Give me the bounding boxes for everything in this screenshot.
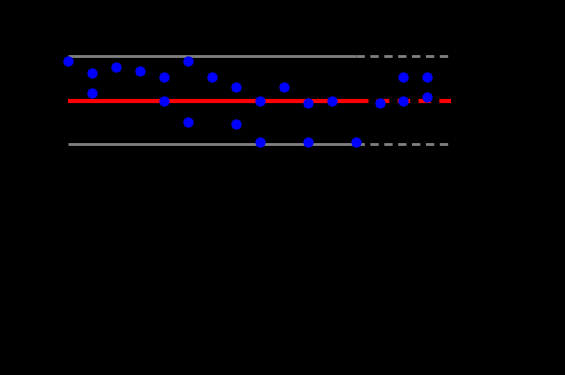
Point <box>423 74 432 80</box>
Point <box>399 98 408 104</box>
Point <box>160 98 169 104</box>
Point <box>88 90 97 96</box>
Point <box>160 74 169 80</box>
Point <box>64 57 73 63</box>
Point <box>399 74 408 80</box>
Point <box>255 139 264 145</box>
Point <box>136 68 145 74</box>
Point <box>279 84 288 90</box>
Point <box>303 100 312 106</box>
Point <box>351 139 360 145</box>
Point <box>232 121 241 127</box>
Point <box>184 57 193 63</box>
Point <box>375 100 384 106</box>
Point <box>112 64 121 70</box>
Point <box>207 74 216 80</box>
Point <box>184 118 193 124</box>
Point <box>232 84 241 90</box>
Point <box>88 70 97 76</box>
Point <box>303 139 312 145</box>
Point <box>255 98 264 104</box>
Point <box>327 98 336 104</box>
Point <box>423 94 432 100</box>
